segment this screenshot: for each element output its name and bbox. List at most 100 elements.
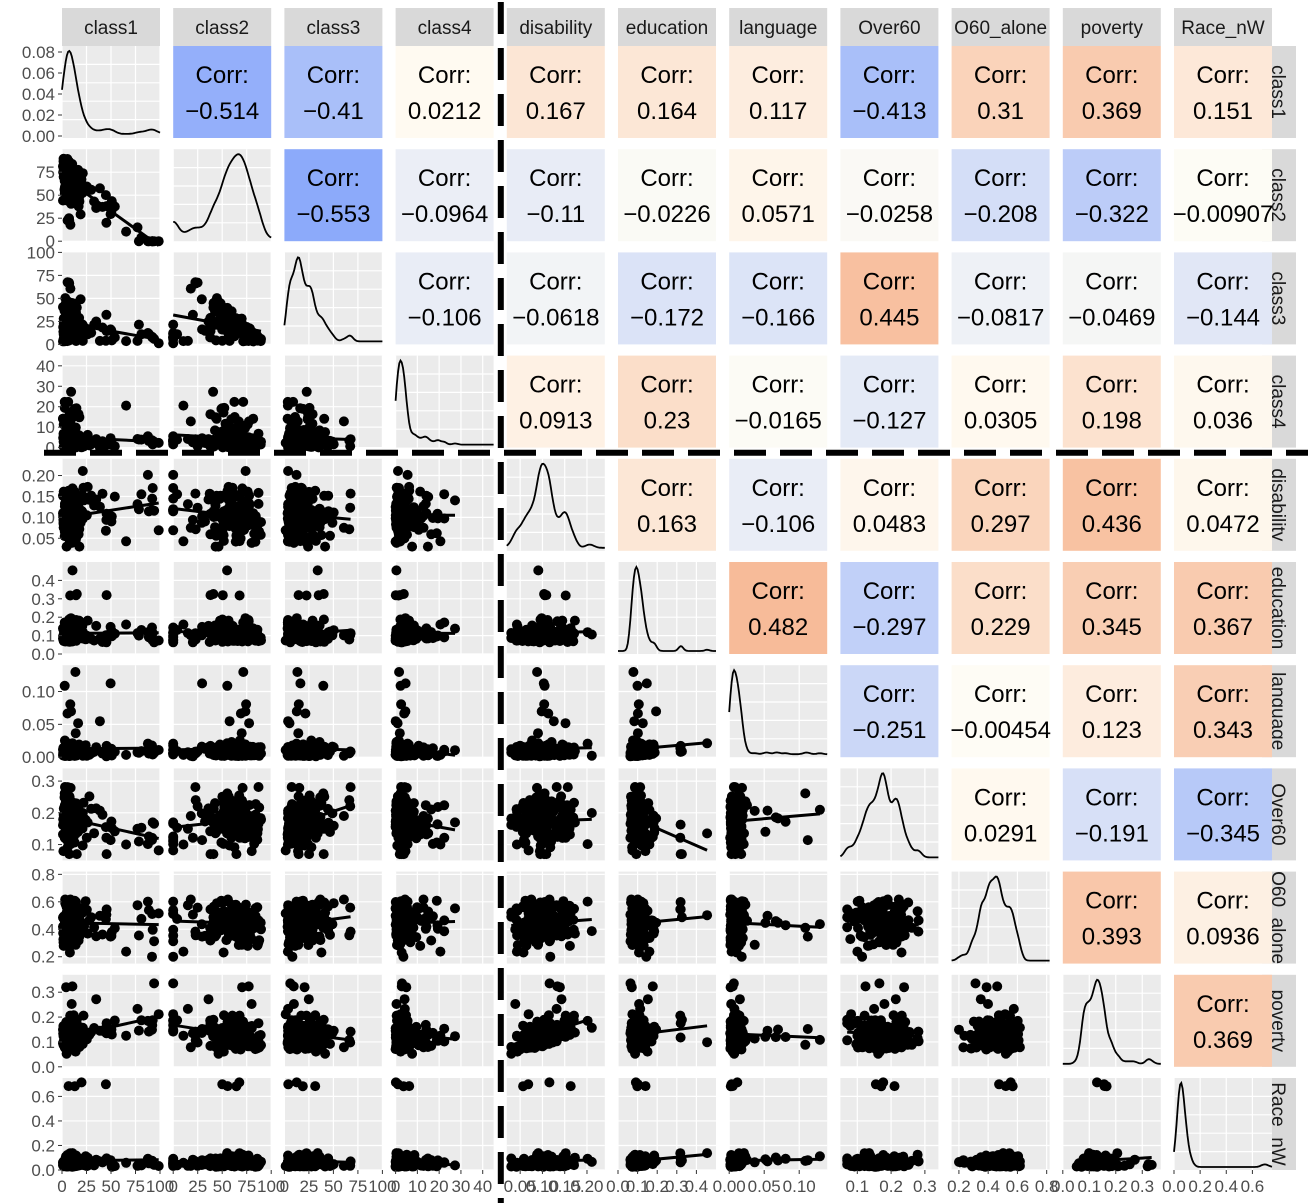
point [65, 440, 76, 450]
point [190, 488, 201, 499]
point [749, 805, 760, 816]
point [675, 849, 686, 860]
point [100, 335, 111, 346]
point [190, 634, 201, 645]
corr-tile-class1-education [618, 46, 716, 138]
point [551, 782, 562, 792]
corr-tile-class2-Race_nW [1174, 149, 1272, 242]
point [64, 215, 75, 226]
point [109, 441, 120, 452]
point [224, 716, 235, 727]
point [253, 428, 264, 439]
corr-label: Corr: [863, 165, 916, 192]
point [70, 728, 81, 739]
point [70, 198, 81, 209]
corr-value-class3-Race_nW: −0.144 [1186, 304, 1260, 331]
row-label-Race_nW: Race_nW [1267, 1082, 1288, 1165]
corr-tile-class2-disability [506, 149, 605, 242]
column-label-language: language [739, 18, 817, 39]
point [632, 802, 643, 812]
point [239, 329, 250, 340]
corr-value-language-Over60: −0.251 [852, 717, 926, 744]
corr-label: Corr: [1085, 165, 1138, 192]
point [224, 840, 235, 851]
column-label-O60_alone: O60_alone [954, 18, 1047, 39]
point [631, 849, 642, 860]
corr-label: Corr: [307, 165, 360, 192]
point [64, 190, 75, 200]
corr-value-class2-education: −0.0226 [623, 201, 710, 228]
point [101, 309, 112, 320]
point [582, 839, 593, 850]
fit-line-class3-class2 [172, 313, 262, 333]
point [532, 667, 543, 677]
point [133, 319, 144, 330]
point [312, 565, 323, 576]
corr-value-class4-language: −0.0165 [734, 408, 821, 435]
point [121, 336, 132, 347]
density-curve-class2 [173, 153, 272, 239]
corr-label: Corr: [529, 62, 582, 89]
corr-label: Corr: [1085, 578, 1138, 605]
point [149, 818, 160, 829]
point [632, 708, 643, 719]
point [63, 822, 74, 833]
point [404, 804, 415, 815]
point [450, 495, 460, 506]
column-label-Race_nW: Race_nW [1181, 18, 1264, 39]
point [73, 718, 84, 729]
corr-value-disability-Race_nW: 0.0472 [1186, 511, 1259, 538]
point [240, 466, 251, 476]
corr-value-class2-Race_nW: −0.00907 [1173, 201, 1274, 228]
point [319, 413, 330, 424]
corr-label: Corr: [863, 681, 916, 708]
point [205, 326, 216, 337]
point [66, 537, 77, 548]
point [133, 836, 144, 847]
corr-tile-class3-poverty [1062, 252, 1161, 345]
point [190, 795, 201, 806]
point [147, 483, 158, 493]
column-strip-O60_alone [951, 8, 1050, 46]
point [235, 533, 246, 544]
point [393, 791, 404, 802]
point [439, 832, 450, 843]
point [543, 620, 554, 631]
point [65, 590, 76, 601]
corr-tile-class1-class3 [284, 46, 383, 138]
point [541, 590, 552, 601]
row-label-poverty: poverty [1267, 990, 1288, 1053]
point [101, 217, 112, 228]
corr-value-class4-poverty: 0.198 [1082, 408, 1142, 435]
corr-tile-class1-Over60 [840, 46, 939, 138]
corr-label: Corr: [974, 165, 1027, 192]
point [66, 706, 76, 717]
point [246, 537, 257, 548]
point [101, 849, 112, 860]
corr-label: Corr: [863, 372, 916, 399]
point [234, 832, 245, 843]
fit-line-class4-class1 [62, 435, 159, 444]
point [282, 396, 293, 407]
point [421, 490, 432, 501]
corr-tile-class3-education [618, 252, 716, 345]
point [182, 335, 193, 346]
point [147, 744, 158, 755]
column-label-poverty: poverty [1081, 18, 1144, 39]
point [524, 795, 535, 806]
column-label-education: education [626, 18, 708, 39]
point [320, 541, 331, 552]
point [231, 422, 242, 433]
column-label-class3: class3 [306, 18, 360, 39]
corr-label: Corr: [1085, 62, 1138, 89]
point [450, 817, 460, 828]
point [59, 680, 70, 691]
point [541, 849, 552, 860]
point [319, 633, 330, 644]
corr-value-class4-Over60: −0.127 [852, 408, 926, 435]
point [295, 678, 306, 689]
point [222, 565, 233, 576]
corr-tile-class2-class4 [395, 149, 494, 242]
column-label-disability: disability [519, 18, 592, 39]
